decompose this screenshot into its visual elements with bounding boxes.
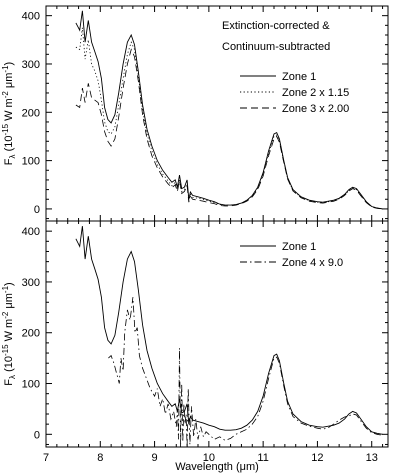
- legend-label-1: Zone 1: [282, 241, 316, 253]
- annotation-line-2: Continuum-subtracted: [222, 41, 330, 53]
- y-tick-label: 0: [34, 204, 40, 216]
- top-series-group: [75, 10, 383, 210]
- ylabel-top-sup2: -2: [1, 91, 10, 99]
- bottom-axis-ticks: 7 8 9 10 11 12 13 0 100 200 300 400: [22, 220, 388, 464]
- x-tick-label: 11: [257, 452, 268, 464]
- x-axis-label: Wavelength (μm): [175, 461, 259, 473]
- ylabel-top-sub: λ: [8, 154, 17, 158]
- series-line-3: [75, 48, 383, 210]
- x-tick-label: 10: [203, 452, 215, 464]
- ylabel-bottom-open: (10: [3, 356, 15, 375]
- y-tick-label: 300: [22, 277, 40, 289]
- x-tick-label: 8: [97, 452, 103, 464]
- ylabel-bottom-close: ): [3, 282, 15, 286]
- ylabel-bottom-sup1: -15: [1, 344, 10, 356]
- y-tick-label: 400: [22, 226, 40, 238]
- series-line-1: [75, 226, 383, 435]
- top-axis-ticks: 0 100 200 300 400: [22, 5, 388, 221]
- x-tick-label: 13: [366, 452, 378, 464]
- top-panel: 0 100 200 300 400 Extinction-corrected & Con…: [1, 5, 389, 222]
- legend-label-2: Zone 4 x 9.0: [282, 257, 343, 269]
- ylabel-top-open: (10: [3, 136, 15, 155]
- legend-label-2: Zone 2 x 1.15: [282, 87, 349, 99]
- x-tick-label: 12: [311, 452, 323, 464]
- bottom-plot-frame: [45, 220, 389, 448]
- series-line-1: [75, 10, 383, 210]
- y-tick-label: 200: [22, 107, 40, 119]
- legend-label-1: Zone 1: [282, 71, 316, 83]
- ylabel-bottom-units: W m: [3, 319, 15, 345]
- ylabel-bottom-sup3: -1: [1, 285, 10, 293]
- ylabel-bottom-main: F: [3, 379, 15, 386]
- y-tick-label: 400: [22, 11, 40, 23]
- top-y-axis-label: Fλ (10-15 W m-2 μm-1): [1, 62, 17, 165]
- y-tick-label: 0: [34, 429, 40, 441]
- bottom-series-group: [75, 226, 383, 447]
- bottom-y-axis-label: Fλ (10-15 W m-2 μm-1): [1, 282, 17, 385]
- y-tick-label: 100: [22, 379, 40, 391]
- annotation-line-1: Extinction-corrected &: [222, 20, 330, 32]
- ylabel-top-close: ): [3, 62, 15, 66]
- y-tick-label: 100: [22, 156, 40, 168]
- ylabel-top-main: F: [3, 158, 15, 165]
- ylabel-top-sup1: -15: [1, 123, 10, 135]
- bottom-legend: Zone 1 Zone 4 x 9.0: [240, 241, 343, 269]
- top-legend: Zone 1 Zone 2 x 1.15 Zone 3 x 2.00: [240, 71, 349, 115]
- ylabel-top-units2: μm: [3, 73, 15, 92]
- x-tick-label: 7: [43, 452, 49, 464]
- series-line-2: [108, 297, 383, 447]
- x-tick-label: 9: [152, 452, 158, 464]
- y-tick-label: 300: [22, 59, 40, 71]
- ylabel-top-units: W m: [3, 98, 15, 124]
- ylabel-top-sup3: -1: [1, 65, 10, 73]
- ylabel-bottom-sup2: -2: [1, 311, 10, 319]
- y-tick-label: 200: [22, 328, 40, 340]
- ylabel-bottom-units2: μm: [3, 293, 15, 312]
- series-line-2: [75, 27, 383, 210]
- bottom-panel: 7 8 9 10 11 12 13 0 100 200 300 400 Zone 1 Zone 4 x …: [1, 220, 389, 473]
- legend-label-3: Zone 3 x 2.00: [282, 103, 349, 115]
- ylabel-bottom-sub: λ: [8, 375, 17, 379]
